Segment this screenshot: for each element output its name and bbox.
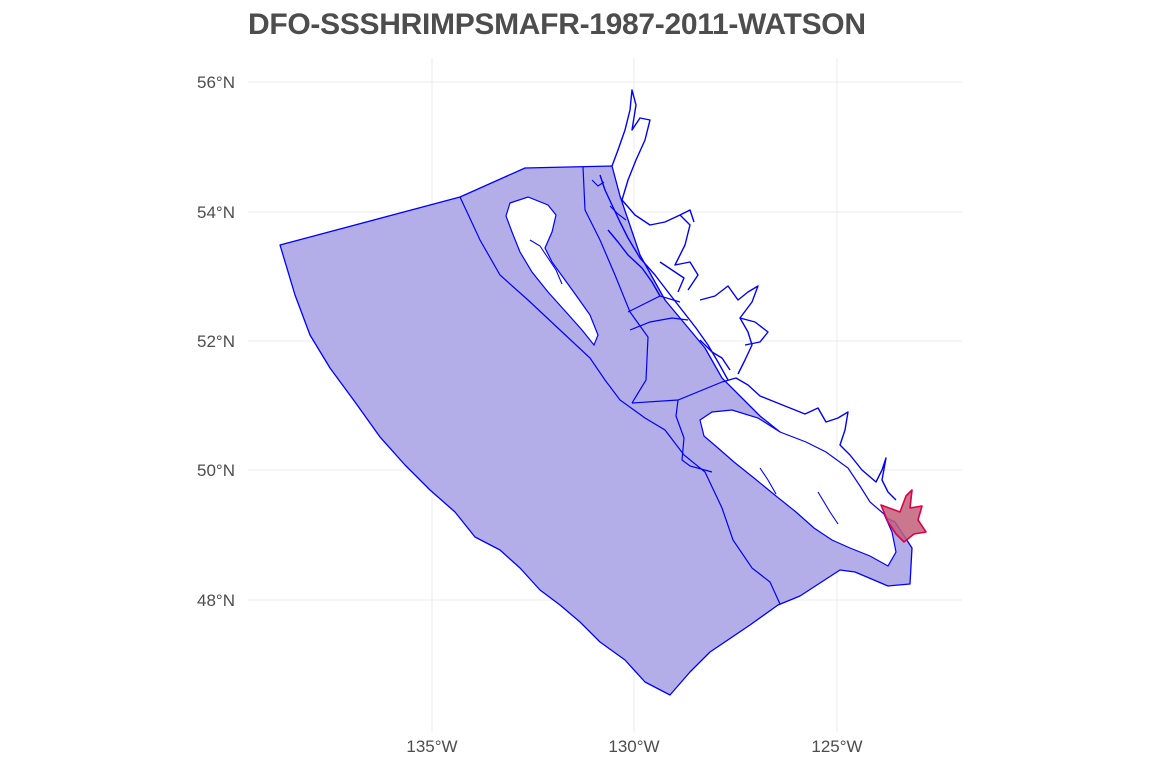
fishing-region-area — [279, 165, 913, 696]
vancouver-island — [699, 409, 897, 567]
mainland-coastline — [599, 89, 897, 501]
boundary-line-haida — [582, 166, 649, 404]
lat-tick-label-56: 56°N — [197, 73, 235, 92]
lon-tick-label-135: 135°W — [406, 737, 457, 756]
coastal-islets — [529, 179, 839, 525]
lon-tick-label-130: 130°W — [608, 737, 659, 756]
lat-tick-label-48: 48°N — [197, 591, 235, 610]
lat-tick-label-52: 52°N — [197, 332, 235, 351]
lon-tick-label-125: 125°W — [811, 737, 862, 756]
axis-lat-labels: 56°N 54°N 52°N 50°N 48°N — [197, 73, 235, 610]
lat-tick-label-50: 50°N — [197, 461, 235, 480]
lat-tick-label-54: 54°N — [197, 203, 235, 222]
haida-gwaii-island — [505, 196, 599, 347]
axis-lon-labels: 135°W 130°W 125°W — [406, 737, 862, 756]
map-title: DFO-SSSHRIMPSMAFR-1987-2011-WATSON — [248, 8, 866, 41]
highlighted-survey-area — [880, 489, 927, 543]
boundary-line-north-coast — [629, 317, 689, 331]
boundary-line-shelf — [459, 196, 781, 605]
boundary-line-island-west — [675, 399, 713, 473]
